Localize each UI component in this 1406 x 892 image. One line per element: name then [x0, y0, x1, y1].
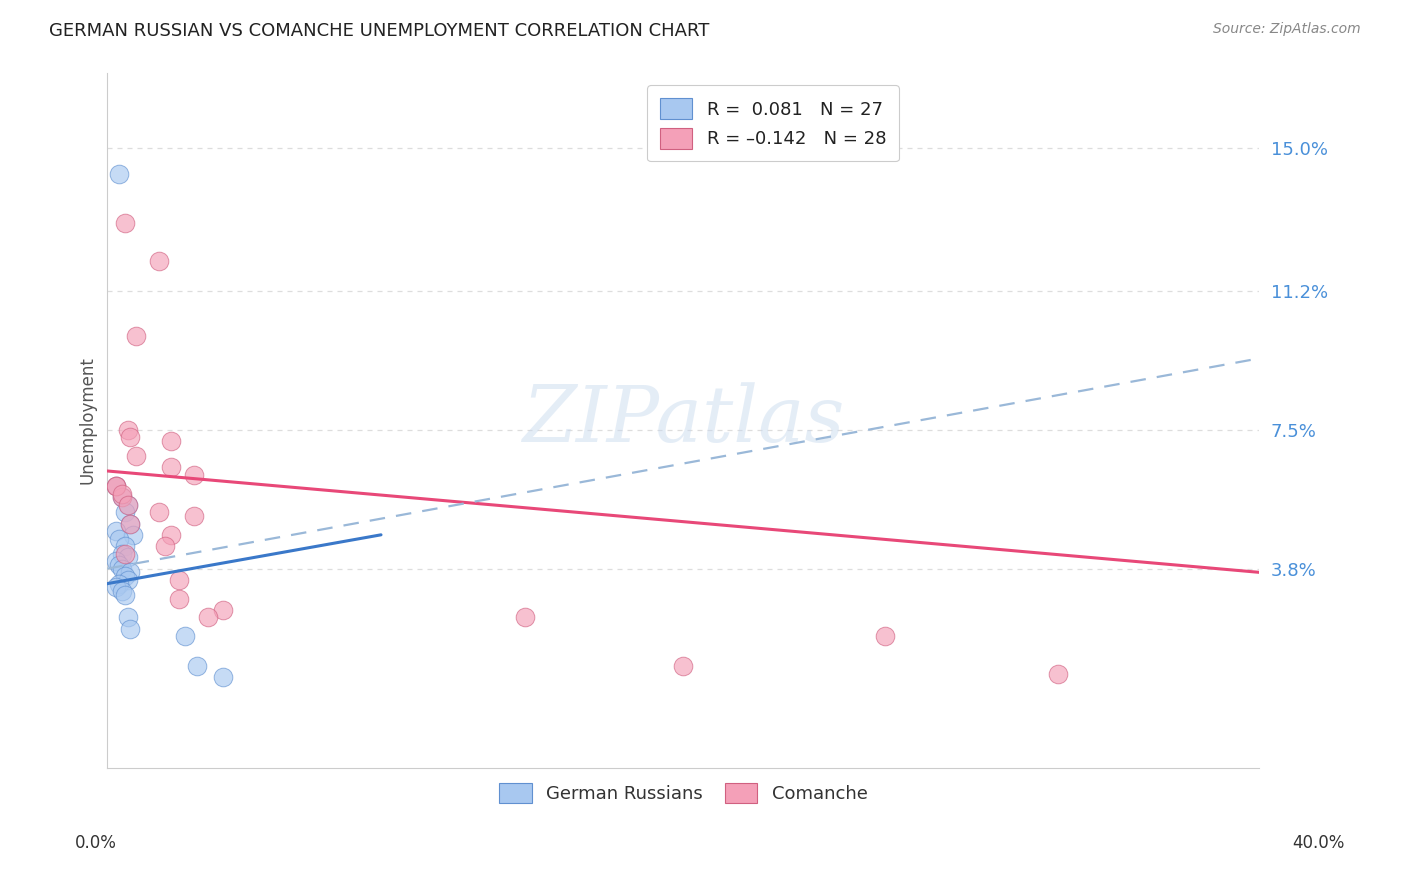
Text: 40.0%: 40.0% [1292, 834, 1346, 852]
Point [108, 532, 131, 546]
Point [174, 629, 197, 643]
Point [111, 490, 134, 504]
Point [153, 539, 176, 553]
Point [183, 467, 205, 482]
Point [120, 516, 142, 531]
Point [159, 528, 181, 542]
Legend: German Russians, Comanche: German Russians, Comanche [492, 775, 875, 811]
Point [169, 591, 191, 606]
Text: Source: ZipAtlas.com: Source: ZipAtlas.com [1213, 22, 1361, 37]
Point [111, 490, 134, 504]
Point [197, 610, 219, 624]
Point [117, 573, 139, 587]
Text: GERMAN RUSSIAN VS COMANCHE UNEMPLOYMENT CORRELATION CHART: GERMAN RUSSIAN VS COMANCHE UNEMPLOYMENT … [49, 22, 710, 40]
Point [111, 486, 134, 500]
Point [111, 561, 134, 575]
Point [873, 629, 896, 643]
Point [125, 328, 148, 343]
Point [148, 253, 170, 268]
Point [148, 505, 170, 519]
Point [105, 554, 128, 568]
Point [105, 479, 128, 493]
Text: ZIPatlas: ZIPatlas [522, 382, 845, 458]
Point [122, 528, 145, 542]
Point [169, 573, 191, 587]
Point [125, 449, 148, 463]
Point [513, 610, 536, 624]
Point [120, 566, 142, 580]
Point [114, 216, 136, 230]
Point [183, 509, 205, 524]
Text: 0.0%: 0.0% [75, 834, 117, 852]
Point [114, 505, 136, 519]
Point [672, 659, 695, 673]
Point [105, 581, 128, 595]
Point [114, 547, 136, 561]
Y-axis label: Unemployment: Unemployment [79, 357, 96, 484]
Point [114, 539, 136, 553]
Point [114, 588, 136, 602]
Point [108, 576, 131, 591]
Point [117, 498, 139, 512]
Point [186, 659, 208, 673]
Point [114, 569, 136, 583]
Point [120, 622, 142, 636]
Point [105, 479, 128, 493]
Point [108, 558, 131, 572]
Point [117, 550, 139, 565]
Point [1046, 666, 1069, 681]
Point [108, 167, 131, 181]
Point [111, 547, 134, 561]
Point [105, 479, 128, 493]
Point [120, 516, 142, 531]
Point [159, 460, 181, 475]
Point [120, 430, 142, 444]
Point [105, 524, 128, 538]
Point [117, 423, 139, 437]
Point [117, 498, 139, 512]
Point [159, 434, 181, 448]
Point [211, 671, 233, 685]
Point [111, 584, 134, 599]
Point [211, 603, 233, 617]
Point [117, 610, 139, 624]
